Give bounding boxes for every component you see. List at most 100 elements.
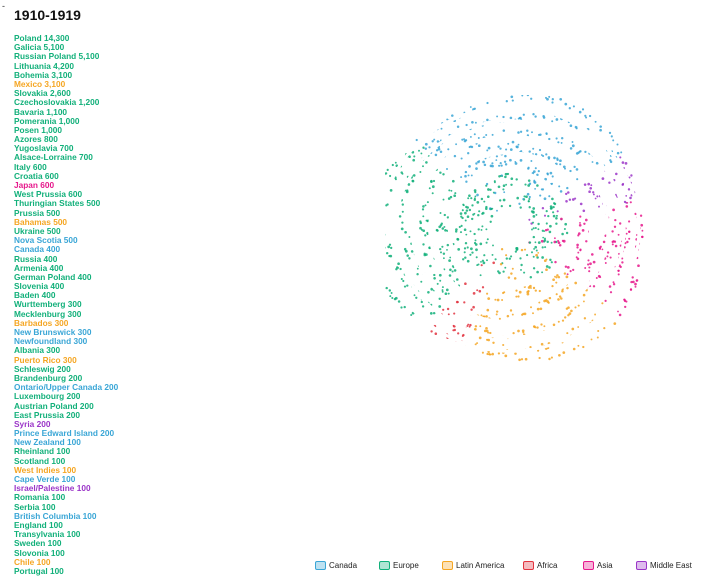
chart-dot — [410, 313, 413, 317]
chart-dot — [557, 241, 561, 245]
chart-dot — [545, 265, 549, 268]
chart-dot — [517, 329, 520, 333]
origin-list-item: Canada 400 — [14, 244, 61, 255]
chart-dot — [441, 227, 445, 230]
chart-dot — [566, 273, 569, 276]
chart-dot — [453, 269, 457, 272]
chart-dot — [546, 228, 549, 231]
chart-dot — [473, 232, 476, 236]
legend-label: Africa — [537, 561, 558, 570]
chart-dot — [439, 279, 442, 282]
chart-dot — [443, 257, 445, 260]
chart-dot — [401, 210, 404, 213]
chart-dot — [504, 354, 508, 358]
chart-dot — [601, 302, 604, 305]
chart-dot — [431, 185, 435, 189]
chart-dot — [527, 200, 530, 203]
chart-dot — [456, 125, 460, 129]
chart-dot — [599, 125, 602, 128]
chart-dot — [559, 159, 562, 163]
chart-dot — [531, 228, 533, 231]
chart-dot — [508, 204, 512, 208]
chart-dot — [426, 201, 429, 204]
origin-list-item: Newfoundland 300 — [14, 336, 88, 347]
chart-dot — [592, 285, 596, 288]
chart-dot — [629, 201, 632, 204]
chart-dot — [519, 257, 522, 260]
chart-dot — [500, 248, 504, 251]
chart-dot — [442, 252, 446, 255]
origin-list-item: Prince Edward Island 200 — [14, 428, 115, 439]
chart-dot — [539, 307, 543, 311]
origin-list-item: Lithuania 4,200 — [14, 60, 74, 71]
chart-dot — [559, 97, 563, 101]
chart-dot — [541, 271, 544, 274]
chart-dot — [578, 223, 582, 227]
chart-dot — [555, 214, 558, 217]
chart-dot — [608, 131, 612, 135]
chart-dot — [466, 259, 470, 263]
chart-dot — [592, 191, 595, 194]
chart-dot — [415, 296, 418, 299]
chart-dot — [551, 98, 554, 101]
chart-dot — [485, 329, 489, 333]
chart-dot — [551, 101, 554, 104]
chart-dot — [473, 197, 476, 200]
chart-dot — [461, 209, 464, 212]
chart-dot — [422, 215, 425, 218]
chart-dot — [557, 141, 560, 144]
chart-dot — [588, 190, 591, 194]
chart-dot — [534, 289, 537, 292]
chart-dot — [431, 140, 434, 143]
chart-dot — [555, 293, 558, 296]
chart-dot — [509, 116, 513, 120]
chart-dot — [519, 130, 523, 133]
chart-dot — [603, 327, 606, 330]
chart-dot — [446, 229, 449, 232]
chart-dot — [498, 164, 501, 167]
chart-dot — [429, 264, 432, 268]
chart-dot — [385, 204, 388, 207]
chart-dot — [412, 158, 416, 162]
legend-swatch — [379, 561, 390, 570]
chart-dot — [544, 246, 547, 249]
chart-dot — [405, 190, 409, 194]
chart-dot — [519, 159, 523, 162]
chart-dot — [497, 145, 500, 148]
chart-dot — [469, 253, 472, 256]
chart-dot — [505, 183, 508, 186]
chart-dot — [612, 139, 615, 142]
chart-dot — [541, 229, 544, 232]
chart-dot — [599, 276, 602, 279]
chart-dot — [475, 167, 478, 170]
chart-dot — [530, 160, 533, 162]
chart-dot — [480, 264, 483, 267]
chart-dot — [532, 227, 535, 230]
chart-dot — [459, 212, 463, 215]
chart-dot — [577, 344, 580, 347]
chart-dot — [385, 286, 388, 290]
chart-dot — [533, 181, 537, 184]
chart-dot — [571, 141, 574, 143]
chart-dot — [576, 178, 579, 181]
chart-dot — [504, 154, 507, 158]
chart-dot — [552, 278, 555, 282]
chart-dot — [471, 251, 474, 254]
chart-dot — [475, 256, 478, 259]
chart-dot — [511, 313, 514, 316]
chart-dot — [532, 207, 536, 210]
chart-dot — [579, 221, 581, 224]
chart-dot — [565, 275, 569, 279]
chart-dot — [452, 324, 456, 328]
chart-dot — [551, 175, 554, 178]
chart-dot — [493, 180, 496, 183]
legend-swatch — [636, 561, 647, 570]
chart-dot — [438, 305, 442, 308]
chart-dot — [536, 270, 539, 274]
chart-dot — [467, 197, 470, 200]
legend-label: Canada — [329, 561, 358, 570]
chart-dot — [609, 160, 613, 164]
chart-dot — [577, 304, 580, 307]
chart-dot — [552, 214, 556, 218]
chart-dot — [486, 118, 489, 122]
